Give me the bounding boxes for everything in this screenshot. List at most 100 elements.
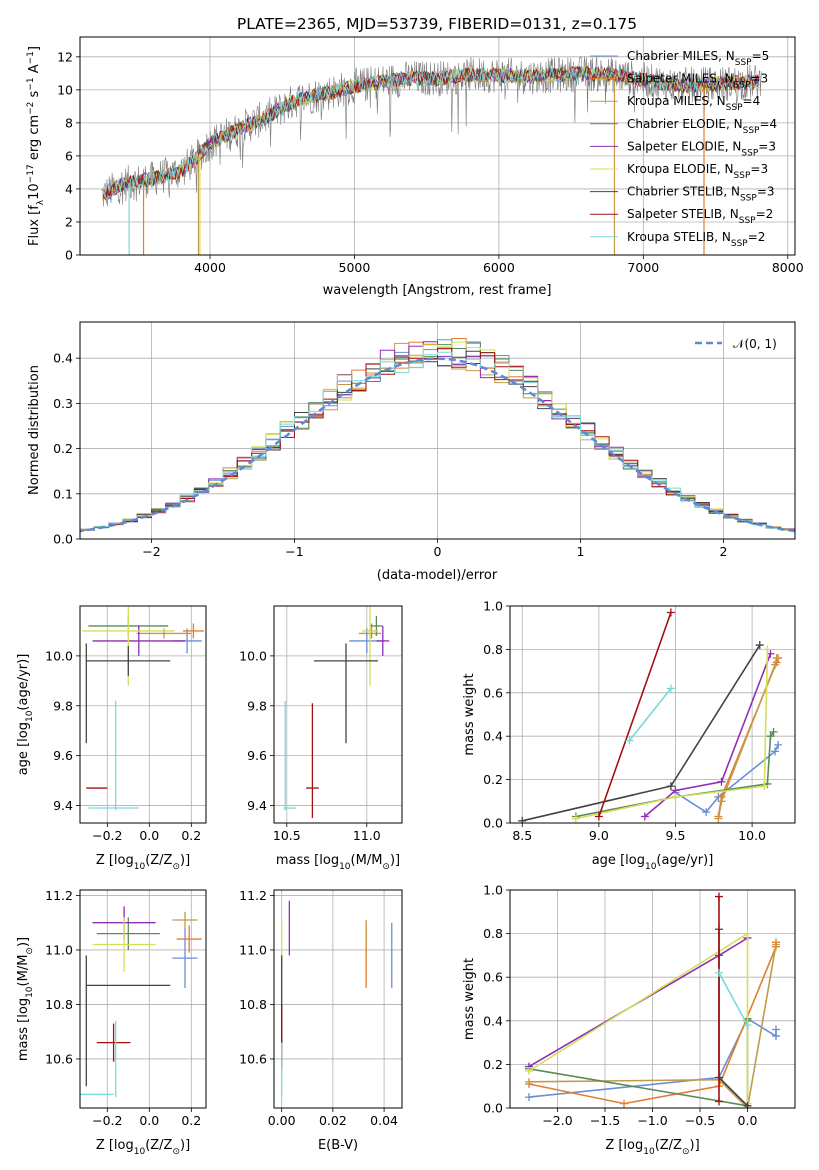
x-axis-label-part: 10	[645, 862, 657, 872]
x-axis-label: E(B-V)	[318, 1138, 358, 1153]
y-tick-label: 0.4	[483, 1013, 503, 1028]
weight-marker	[717, 777, 726, 786]
x-tick-label: 0.0	[738, 1113, 758, 1128]
x-tick-label: −2	[142, 544, 160, 559]
y-tick-label: 10.0	[45, 648, 73, 663]
x-tick-label: −0.5	[685, 1113, 715, 1128]
legend-label-part: SSP	[726, 103, 743, 113]
figure-title: PLATE=2365, MJD=53739, FIBERID=0131, z=0…	[237, 15, 637, 33]
legend-label-part: =5	[752, 49, 770, 63]
y-tick-label: 10.6	[239, 1051, 267, 1066]
legend-label: Kroupa STELIB, NSSP=2	[627, 230, 765, 249]
x-tick-label: 8000	[772, 260, 804, 275]
weight-marker	[525, 1066, 533, 1075]
x-axis-label: (data-model)/error	[377, 568, 498, 583]
legend-label-part: =2	[756, 207, 774, 221]
x-tick-label: −1.0	[637, 1113, 667, 1128]
grid	[80, 606, 206, 823]
x-tick-label: 0.0	[139, 828, 159, 843]
weight-marker	[771, 747, 780, 756]
y-tick-label: 12	[57, 49, 73, 64]
y-axis-label: mass [log10(M/M⊙)]	[16, 937, 35, 1061]
y-tick-label: 0.6	[483, 970, 503, 985]
weight-marker	[715, 968, 723, 977]
weight-marker	[640, 812, 649, 821]
axes-weight-vs-Z: −2.0 −1.5 −1.0 −0.5 0.0 0.0 0.2 0.4 0.6 0.8 1.0 Z […	[462, 883, 796, 1157]
legend-label-part: =3	[750, 162, 768, 176]
legend-label-part: SSP	[740, 194, 757, 204]
y-axis-label-part: )]	[16, 937, 31, 947]
x-tick-label: 0.00	[268, 1113, 296, 1128]
axes-age-vs-Z: −0.2 0.0 0.29.49.69.810.0Z [log10(Z/Z⊙)]ag…	[16, 605, 207, 872]
weight-marker	[755, 641, 764, 650]
x-tick-label: 0.2	[181, 828, 201, 843]
x-tick-label: 6000	[483, 260, 515, 275]
grid	[80, 890, 206, 1108]
x-axis-label: wavelength [Angstrom, rest frame]	[323, 283, 552, 298]
legend-label-part: Salpeter MILES, N	[627, 72, 734, 86]
legend-label-part: =3	[750, 72, 768, 86]
x-tick-label: 0.0	[139, 1113, 159, 1128]
legend-label: Chabrier ELODIE, NSSP=4	[627, 117, 777, 136]
plot-area	[283, 606, 390, 819]
x-tick-label: −1.5	[590, 1113, 620, 1128]
x-axis-label-part: mass [log	[276, 853, 339, 868]
y-axis-label-part: (M/M	[16, 955, 31, 987]
y-axis-label-part: λ	[36, 199, 46, 205]
x-tick-label: 9.0	[589, 828, 609, 843]
y-axis-label-part: mass [log	[16, 998, 31, 1061]
weight-marker	[743, 1101, 752, 1108]
y-tick-label: 0.2	[53, 441, 73, 456]
y-axis-label: mass weight	[462, 673, 477, 755]
y-tick-label: 0.2	[483, 772, 503, 787]
y-tick-label: 0.6	[483, 685, 503, 700]
weight-marker	[666, 782, 675, 791]
y-axis-label-part: 10	[25, 986, 35, 998]
y-tick-label: 0.4	[483, 729, 503, 744]
normal-curve	[80, 357, 795, 533]
y-axis-label-part: −1	[26, 51, 36, 64]
x-tick-label: 2	[720, 544, 728, 559]
legend-label-part: SSP	[743, 126, 760, 136]
x-axis-label-part: ⊙	[382, 862, 390, 872]
weight-marker	[525, 1077, 533, 1086]
x-tick-label: 0.04	[370, 1113, 398, 1128]
y-axis-label-part: s	[27, 90, 42, 101]
legend-label: Chabrier STELIB, NSSP=3	[627, 185, 775, 204]
legend-label-part: Kroupa ELODIE, N	[627, 162, 734, 176]
weight-marker	[774, 740, 783, 749]
x-tick-label: 4000	[194, 260, 226, 275]
y-axis-label: Normed distribution	[27, 365, 42, 495]
x-axis-label-part: )]	[180, 1138, 190, 1153]
legend-label-part: Chabrier ELODIE, N	[627, 117, 743, 131]
y-tick-label: 0.0	[53, 532, 73, 547]
y-tick-label: 9.8	[53, 698, 73, 713]
legend-label-part: SSP	[734, 171, 751, 181]
x-axis-label-part: ⊙	[172, 1147, 180, 1157]
x-axis-label-part: (age/yr)]	[656, 853, 713, 868]
axes-mass-vs-Z: −0.2 0.0 0.210.610.811.011.2Z [log10(Z/Z⊙)…	[16, 888, 207, 1157]
y-tick-label: 9.4	[53, 798, 73, 813]
y-axis-label-part: Flux [f	[27, 205, 42, 246]
y-tick-label: 0.3	[53, 396, 73, 411]
x-tick-label: 8.5	[512, 828, 532, 843]
y-tick-label: 9.6	[53, 748, 73, 763]
weight-marker	[772, 940, 780, 949]
x-axis-label-part: (M/M	[351, 853, 383, 868]
legend-label-part: SSP	[741, 148, 758, 158]
plot-area	[518, 608, 783, 823]
weight-line	[528, 1018, 749, 1107]
x-axis-label: Z [log10(Z/Z⊙)]	[96, 853, 190, 872]
legend-label: Chabrier MILES, NSSP=5	[627, 49, 769, 68]
axes-frame	[509, 889, 796, 1109]
y-tick-label: 0.8	[483, 642, 503, 657]
y-axis-label: Flux [fλ10−17 erg cm−2 s−1 A−1]	[26, 46, 46, 246]
x-tick-label: 11.0	[353, 828, 381, 843]
y-tick-label: 11.0	[239, 942, 267, 957]
weight-marker	[571, 814, 580, 823]
x-axis-label-part: (Z/Z	[145, 853, 172, 868]
legend-label-part: Kroupa STELIB, N	[627, 230, 731, 244]
weight-line	[528, 944, 777, 1108]
x-axis-label-part: )]	[180, 853, 190, 868]
